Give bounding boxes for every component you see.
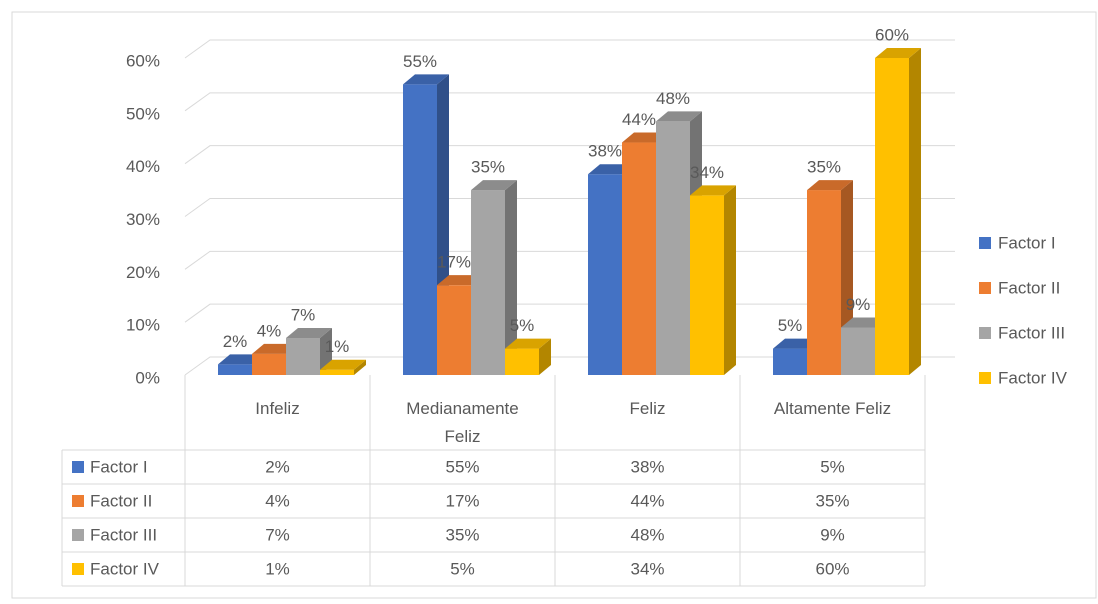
bar (320, 369, 354, 375)
bar (252, 353, 286, 375)
bar (622, 142, 656, 375)
legend-label: Factor IV (998, 368, 1068, 387)
y-tick-label: 30% (126, 210, 160, 229)
table-cell: 35% (815, 491, 849, 510)
table-cell: 38% (630, 457, 664, 476)
table-cell: 1% (265, 559, 290, 578)
table-series-name: Factor IV (90, 559, 160, 578)
y-tick-label: 60% (126, 51, 160, 70)
bar-top (403, 74, 449, 85)
table-cell: 60% (815, 559, 849, 578)
chart-border (11, 11, 1097, 599)
table-cell: 9% (820, 525, 845, 544)
legend-label: Factor III (998, 323, 1065, 342)
bar (875, 58, 909, 375)
data-label: 34% (690, 163, 724, 182)
x-tick-label: Infeliz (255, 399, 300, 418)
y-tick-label: 40% (126, 157, 160, 176)
table-legend-key (72, 461, 84, 473)
data-label: 17% (437, 253, 471, 272)
table-cell: 4% (265, 491, 290, 510)
bar (690, 195, 724, 375)
table-cell: 5% (450, 559, 475, 578)
table-cell: 44% (630, 491, 664, 510)
bar-top (320, 359, 366, 370)
table-cell: 2% (265, 457, 290, 476)
data-label: 7% (291, 306, 316, 325)
data-label: 55% (403, 52, 437, 71)
x-tick-label: Altamente Feliz (773, 399, 892, 418)
grid-line (184, 92, 955, 112)
legend-key (979, 237, 991, 249)
grid-line (184, 39, 955, 59)
bar-top (505, 338, 551, 349)
table-cell: 17% (445, 491, 479, 510)
bar-side (354, 359, 366, 375)
bar (656, 121, 690, 376)
data-label: 38% (588, 142, 622, 161)
legend-label: Factor II (998, 278, 1060, 297)
data-label: 44% (622, 110, 656, 129)
bar-side (539, 338, 551, 375)
x-tick-label: Medianamente Feliz (406, 399, 519, 446)
legend-label: Factor I (998, 233, 1056, 252)
legend-key (979, 282, 991, 294)
bar-top (875, 48, 921, 58)
y-tick-label: 20% (126, 263, 160, 282)
category-cell: Medianamente Feliz (406, 399, 519, 446)
bar-top (690, 185, 736, 196)
category-cell: Feliz (629, 399, 666, 418)
category-cell: Infeliz (255, 399, 300, 418)
bar (403, 84, 437, 376)
data-label: 60% (875, 25, 909, 44)
table-series-name: Factor II (90, 491, 152, 510)
table-legend-key (72, 495, 84, 507)
table-series-name: Factor III (90, 525, 157, 544)
bar (437, 285, 471, 375)
bar-side (505, 180, 517, 375)
y-tick-label: 10% (126, 316, 160, 335)
table-series-name: Factor I (90, 457, 148, 476)
data-label: 48% (656, 89, 690, 108)
bar-top (286, 328, 332, 339)
category-cell: Altamente Feliz (773, 399, 892, 418)
data-label: 35% (471, 158, 505, 177)
bar-top (656, 111, 702, 122)
grid-line (184, 145, 955, 165)
legend-key (979, 327, 991, 339)
table-cell: 55% (445, 457, 479, 476)
table-legend-key (72, 563, 84, 575)
x-tick-label: Feliz (629, 399, 666, 418)
data-label: 5% (778, 316, 803, 335)
table-cell: 35% (445, 525, 479, 544)
table-cell: 34% (630, 559, 664, 578)
bar (588, 174, 622, 375)
bar (218, 364, 252, 375)
data-label: 5% (510, 316, 535, 335)
data-label: 1% (325, 337, 350, 356)
bar-top (471, 180, 517, 191)
bar-top (807, 180, 853, 191)
bar (773, 348, 807, 375)
table-cell: 7% (265, 525, 290, 544)
data-label: 9% (846, 295, 871, 314)
bar (807, 190, 841, 375)
data-label: 2% (223, 332, 248, 351)
table-legend-key (72, 529, 84, 541)
table-cell: 5% (820, 457, 845, 476)
bar (471, 190, 505, 375)
data-label: 4% (257, 321, 282, 340)
table-cell: 48% (630, 525, 664, 544)
y-tick-label: 0% (135, 368, 160, 387)
bar-side (724, 185, 736, 375)
bar (841, 327, 875, 375)
legend-key (979, 372, 991, 384)
bar (286, 338, 320, 375)
bar (505, 348, 539, 375)
data-label: 35% (807, 158, 841, 177)
bar-side (909, 48, 921, 375)
y-tick-label: 50% (126, 104, 160, 123)
